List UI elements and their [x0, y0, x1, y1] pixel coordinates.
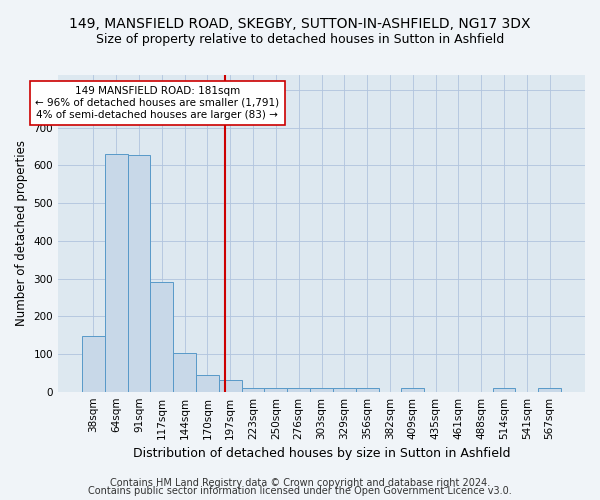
- Bar: [493, 388, 515, 392]
- Bar: [219, 380, 242, 392]
- Bar: [333, 388, 356, 392]
- Bar: [242, 388, 265, 392]
- Text: Size of property relative to detached houses in Sutton in Ashfield: Size of property relative to detached ho…: [96, 32, 504, 46]
- Y-axis label: Number of detached properties: Number of detached properties: [15, 140, 28, 326]
- Bar: [173, 353, 196, 392]
- Bar: [356, 388, 379, 392]
- Bar: [105, 154, 128, 392]
- X-axis label: Distribution of detached houses by size in Sutton in Ashfield: Distribution of detached houses by size …: [133, 447, 510, 460]
- Bar: [151, 282, 173, 392]
- Bar: [538, 388, 561, 392]
- Bar: [128, 155, 151, 392]
- Bar: [287, 388, 310, 392]
- Text: Contains public sector information licensed under the Open Government Licence v3: Contains public sector information licen…: [88, 486, 512, 496]
- Bar: [82, 336, 105, 392]
- Bar: [196, 374, 219, 392]
- Bar: [265, 388, 287, 392]
- Bar: [310, 388, 333, 392]
- Text: 149, MANSFIELD ROAD, SKEGBY, SUTTON-IN-ASHFIELD, NG17 3DX: 149, MANSFIELD ROAD, SKEGBY, SUTTON-IN-A…: [69, 18, 531, 32]
- Bar: [401, 388, 424, 392]
- Text: Contains HM Land Registry data © Crown copyright and database right 2024.: Contains HM Land Registry data © Crown c…: [110, 478, 490, 488]
- Text: 149 MANSFIELD ROAD: 181sqm
← 96% of detached houses are smaller (1,791)
4% of se: 149 MANSFIELD ROAD: 181sqm ← 96% of deta…: [35, 86, 280, 120]
